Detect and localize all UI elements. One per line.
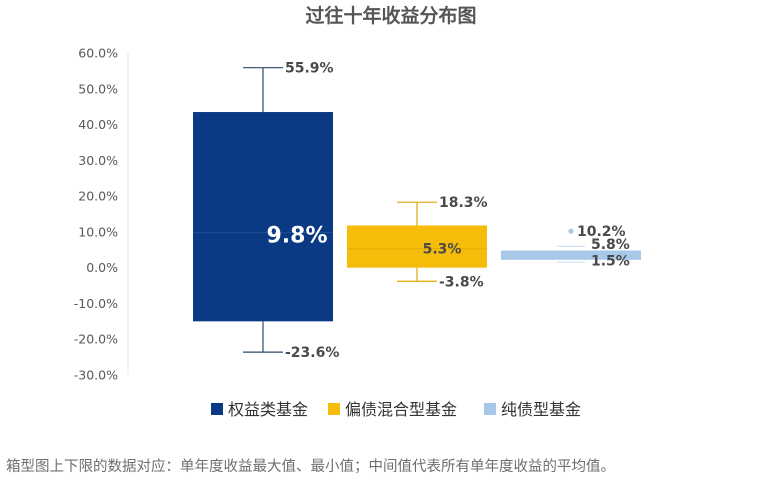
chart: 过往十年收益分布图 60.0% 50.0% 40.0% 30.0% 20.0% 10.0%… — [74, 4, 641, 419]
outlier-point — [568, 228, 574, 234]
legend-swatch — [484, 403, 496, 415]
legend-item-1: 权益类基金 — [211, 400, 308, 419]
y-tick-label: 50.0% — [78, 81, 118, 96]
box-2: 18.3% -3.8% 5.3% — [347, 195, 488, 290]
max-label: 18.3% — [439, 195, 488, 211]
y-tick-label: 20.0% — [78, 189, 118, 204]
legend-label: 纯债型基金 — [501, 400, 581, 419]
max-label: 55.9% — [285, 61, 334, 77]
min-label: -23.6% — [285, 345, 339, 361]
y-tick-label: 40.0% — [78, 117, 118, 132]
y-tick-label: -10.0% — [74, 296, 118, 311]
legend-item-3: 纯债型基金 — [484, 400, 581, 419]
mean-label: 5.8% — [591, 237, 630, 253]
mean-label: 9.8% — [266, 224, 327, 249]
legend: 权益类基金 偏债混合型基金 纯债型基金 — [211, 400, 581, 419]
min-label: -3.8% — [439, 274, 484, 290]
y-tick-label: 0.0% — [86, 260, 118, 275]
y-tick-label: -30.0% — [74, 368, 118, 383]
legend-label: 权益类基金 — [228, 400, 308, 419]
chart-title: 过往十年收益分布图 — [305, 4, 476, 27]
legend-swatch — [328, 403, 340, 415]
legend-label: 偏债混合型基金 — [345, 400, 457, 419]
min-label: 1.5% — [591, 253, 630, 269]
max-label: 10.2% — [577, 224, 626, 240]
box-body — [347, 225, 487, 268]
footnote: 箱型图上下限的数据对应：单年度收益最大值、最小值；中间值代表所有单年度收益的平均… — [6, 459, 615, 475]
box-body — [501, 250, 641, 260]
y-tick-label: 60.0% — [78, 46, 118, 61]
box-body — [193, 112, 333, 322]
plot-area: 55.9% -23.6% 9.8% 18.3% -3.8% 5.3% 10.2%5.8%1.… — [193, 61, 641, 361]
legend-swatch — [211, 403, 223, 415]
legend-item-2: 偏债混合型基金 — [328, 400, 457, 419]
y-axis: 60.0% 50.0% 40.0% 30.0% 20.0% 10.0% 0.0% -10.0%… — [74, 46, 129, 383]
mean-label: 5.3% — [423, 242, 462, 258]
box-3: 10.2%5.8%1.5% — [501, 224, 641, 269]
box-1: 55.9% -23.6% 9.8% — [193, 61, 339, 361]
y-tick-label: 10.0% — [78, 224, 118, 239]
y-tick-label: -20.0% — [74, 332, 118, 347]
y-tick-label: 30.0% — [78, 153, 118, 168]
